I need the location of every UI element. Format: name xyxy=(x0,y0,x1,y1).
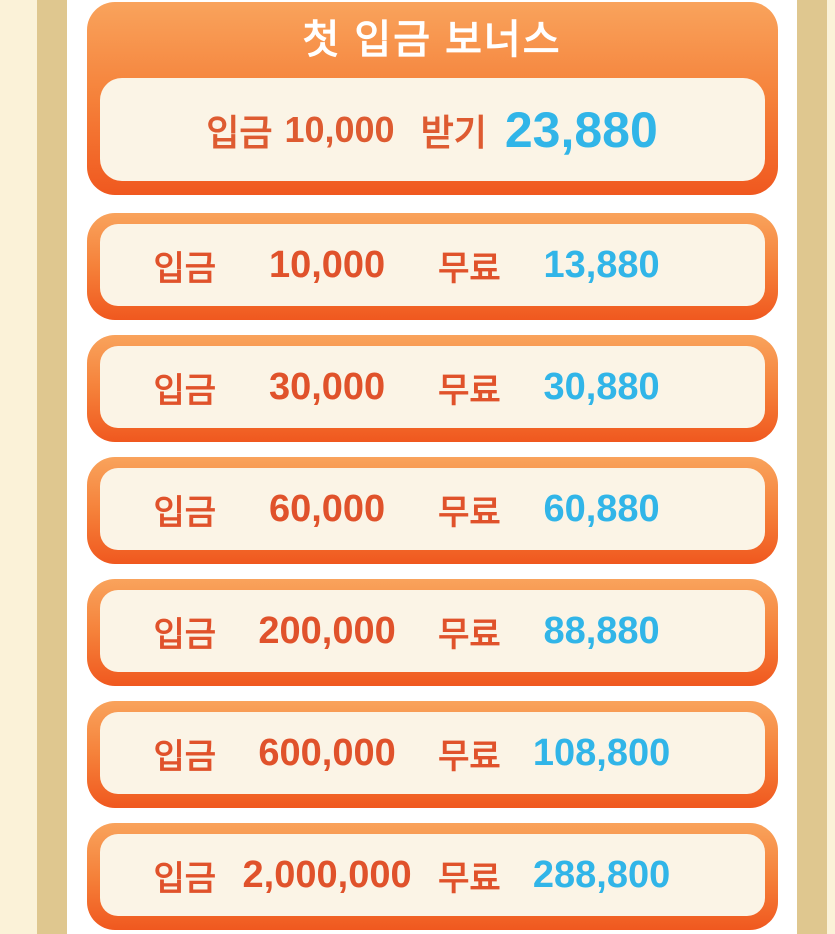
deposit-amount: 2,000,000 xyxy=(242,853,412,896)
bonus-amount: 60,880 xyxy=(543,487,660,530)
claim-deposit-label: 입금 xyxy=(206,111,273,153)
bonus-amount: 30,880 xyxy=(543,365,660,408)
first-deposit-bonus-card: 첫 입금 보너스 입금 10,000 받기 23,880 xyxy=(86,2,778,195)
deposit-amount: 10,000 xyxy=(268,243,386,286)
tier-row-inner: 입금 2,000,000 무료 288,800 xyxy=(99,834,765,916)
first-deposit-bonus-title: 첫 입금 보너스 xyxy=(302,18,562,62)
claim-action-label: 받기 xyxy=(420,111,487,153)
tier-row[interactable]: 입금 60,000 무료 60,880 xyxy=(86,457,778,564)
deposit-amount: 600,000 xyxy=(258,731,396,774)
tier-row[interactable]: 입금 200,000 무료 88,880 xyxy=(86,579,778,686)
free-label: 무료 xyxy=(438,371,501,410)
claim-deposit-amount: 10,000 xyxy=(284,108,395,150)
free-label: 무료 xyxy=(438,615,501,654)
deposit-label: 입금 xyxy=(153,615,217,654)
tier-row-inner: 입금 30,000 무료 30,880 xyxy=(99,346,765,428)
tier-row[interactable]: 입금 10,000 무료 13,880 xyxy=(86,213,778,320)
tier-row[interactable]: 입금 2,000,000 무료 288,800 xyxy=(86,823,778,930)
free-label: 무료 xyxy=(438,737,501,776)
page-edge-tan-right xyxy=(797,0,827,934)
tier-row-inner: 입금 60,000 무료 60,880 xyxy=(99,468,765,550)
tier-row-inner: 입금 200,000 무료 88,880 xyxy=(99,590,765,672)
tier-row[interactable]: 입금 600,000 무료 108,800 xyxy=(86,701,778,808)
bonus-amount: 88,880 xyxy=(543,609,660,652)
page-edge-tan-left xyxy=(37,0,67,934)
deposit-label: 입금 xyxy=(153,493,217,532)
bonus-amount: 108,800 xyxy=(532,731,671,774)
page-edge-cream-right xyxy=(827,0,835,934)
deposit-label: 입금 xyxy=(153,371,217,410)
deposit-amount: 60,000 xyxy=(268,487,386,530)
page-edge-cream-left xyxy=(0,0,37,934)
free-label: 무료 xyxy=(438,249,501,288)
deposit-label: 입금 xyxy=(153,737,217,776)
deposit-amount: 200,000 xyxy=(258,609,396,652)
free-label: 무료 xyxy=(438,859,501,898)
claim-bonus-button[interactable]: 입금 10,000 받기 23,880 xyxy=(99,78,765,181)
tier-row-inner: 입금 600,000 무료 108,800 xyxy=(99,712,765,794)
bonus-amount: 13,880 xyxy=(543,243,660,286)
deposit-label: 입금 xyxy=(153,859,217,898)
deposit-label: 입금 xyxy=(153,249,217,288)
tier-row-inner: 입금 10,000 무료 13,880 xyxy=(99,224,765,306)
deposit-amount: 30,000 xyxy=(268,365,386,408)
free-label: 무료 xyxy=(438,493,501,532)
bonus-panel: 첫 입금 보너스 입금 10,000 받기 23,880 입금 10,000 무… xyxy=(67,0,797,930)
claim-bonus-amount: 23,880 xyxy=(504,101,658,158)
bonus-amount: 288,800 xyxy=(532,853,671,896)
tier-row[interactable]: 입금 30,000 무료 30,880 xyxy=(86,335,778,442)
